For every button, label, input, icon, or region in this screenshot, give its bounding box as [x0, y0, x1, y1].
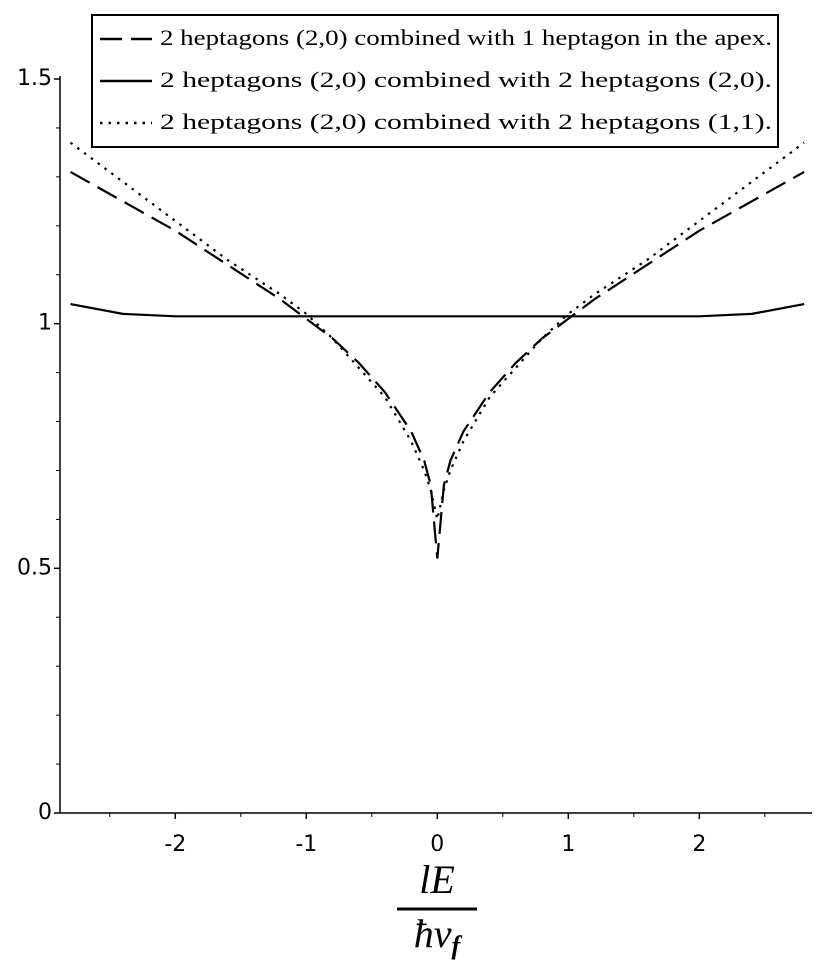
x-label-denominator-subscript: f — [452, 931, 463, 960]
legend-box — [91, 14, 779, 148]
x-tick-label: -1 — [295, 832, 317, 857]
legend-label: 2 heptagons (2,0) combined with 2 heptag… — [160, 109, 772, 134]
x-tick-label: 2 — [692, 832, 706, 857]
x-tick-label: -2 — [164, 832, 186, 857]
x-label-denominator: ħvf — [414, 911, 463, 960]
series-line — [70, 303, 805, 318]
x-label-numerator: lE — [419, 857, 455, 902]
legend-label: 2 heptagons (2,0) combined with 1 heptag… — [160, 25, 772, 50]
x-tick-label: 1 — [561, 832, 575, 857]
legend-label: 2 heptagons (2,0) combined with 2 heptag… — [160, 67, 772, 92]
series-line — [69, 171, 805, 559]
y-tick-label: 1.5 — [17, 66, 52, 91]
y-tick-label: 0.5 — [17, 555, 52, 580]
x-tick-label: 0 — [430, 832, 444, 857]
y-tick-label: 0 — [38, 800, 52, 825]
x-label-denominator-main: ħv — [414, 911, 452, 956]
legend: 2 heptagons (2,0) combined with 1 heptag… — [91, 14, 779, 148]
series-line — [69, 141, 805, 520]
y-tick-label: 1 — [38, 311, 52, 336]
